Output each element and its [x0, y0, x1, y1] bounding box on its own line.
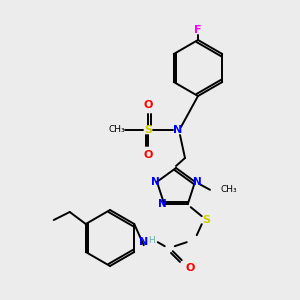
- Text: N: N: [193, 177, 201, 187]
- Text: N: N: [173, 125, 183, 135]
- Text: N: N: [158, 199, 167, 209]
- Text: CH₃: CH₃: [220, 185, 237, 194]
- Text: O: O: [185, 263, 194, 273]
- Text: S: S: [202, 215, 210, 225]
- Text: F: F: [194, 25, 202, 35]
- Text: O: O: [143, 100, 153, 110]
- Text: S: S: [144, 125, 152, 135]
- Text: O: O: [143, 150, 153, 160]
- Text: H: H: [148, 236, 155, 245]
- Text: CH₃: CH₃: [109, 125, 125, 134]
- Text: N: N: [139, 237, 148, 247]
- Text: N: N: [151, 177, 159, 187]
